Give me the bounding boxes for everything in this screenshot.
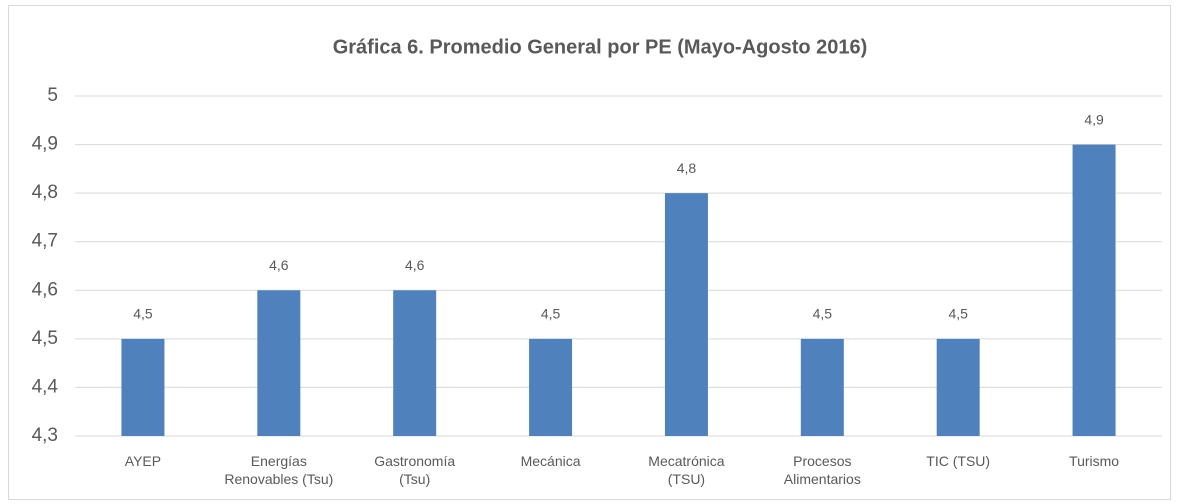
y-tick-label: 4,8: [32, 182, 58, 203]
bar: [1072, 144, 1116, 437]
x-tick-label: Mecatrónica (TSU): [648, 453, 725, 487]
x-tick-label: Procesos Alimentarios: [783, 453, 861, 487]
bar: [529, 338, 573, 436]
y-tick-label: 4,7: [32, 231, 58, 252]
bar: [121, 338, 165, 436]
data-label: 4,6: [405, 257, 425, 273]
x-tick-label: Gastronomía (Tsu): [374, 453, 456, 487]
y-tick-label: 4,3: [32, 425, 58, 446]
y-tick-label: 4,5: [32, 328, 58, 349]
y-tick-label: 4,4: [32, 376, 59, 397]
data-label: 4,5: [133, 306, 153, 322]
y-tick-label: 4,6: [32, 279, 58, 300]
chart-border: [8, 5, 1171, 500]
data-label: 4,8: [677, 160, 697, 176]
x-tick-label: TIC (TSU): [926, 453, 991, 469]
data-label: 4,5: [948, 306, 968, 322]
bar: [393, 290, 437, 436]
data-label: 4,6: [269, 257, 289, 273]
data-label: 4,5: [813, 306, 833, 322]
x-tick-label: Energías Renovables (Tsu): [224, 453, 334, 487]
y-tick-label: 4,9: [32, 134, 58, 155]
data-label: 4,5: [541, 306, 561, 322]
bar: [664, 193, 708, 436]
chart-title: Gráfica 6. Promedio General por PE (Mayo…: [333, 36, 868, 58]
data-label: 4,9: [1084, 111, 1104, 127]
bar: [800, 338, 844, 436]
bar: [257, 290, 301, 436]
y-tick-label: 5: [47, 85, 58, 106]
x-tick-label: AYEP: [124, 453, 162, 469]
x-tick-label: Mecánica: [520, 453, 581, 469]
bar: [936, 338, 980, 436]
x-tick-label: Turismo: [1069, 453, 1120, 469]
